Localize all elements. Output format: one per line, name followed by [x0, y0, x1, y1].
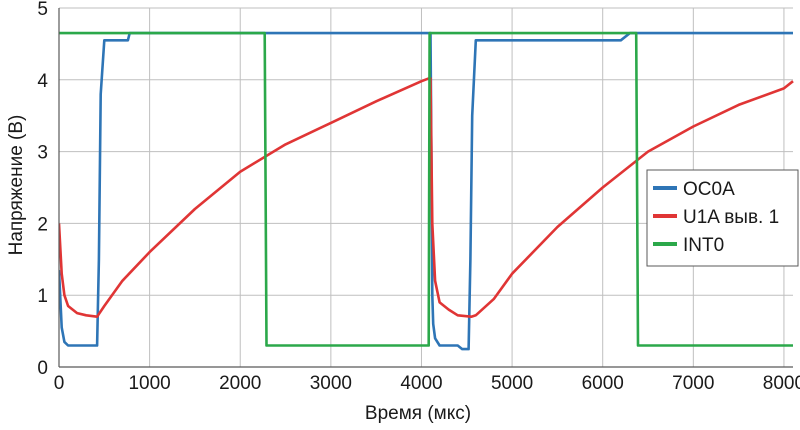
- legend-label: U1A выв. 1: [683, 207, 779, 228]
- y-axis-title: Напряжение (В): [6, 115, 27, 256]
- legend: OC0A U1A выв. 1 INT0: [646, 169, 799, 267]
- x-tick-label: 3000: [310, 373, 352, 394]
- y-tick-label: 4: [37, 71, 48, 92]
- legend-label: OC0A: [683, 179, 735, 200]
- legend-label: INT0: [683, 235, 724, 256]
- x-tick-label: 6000: [582, 373, 624, 394]
- x-tick-label: 4000: [400, 373, 442, 394]
- y-tick-label: 3: [37, 143, 48, 164]
- x-tick-label: 5000: [491, 373, 533, 394]
- y-tick-label: 2: [37, 214, 48, 235]
- series-layer: [59, 31, 794, 351]
- x-tick-label: 0: [54, 373, 65, 394]
- x-tick-label: 8000: [763, 373, 800, 394]
- x-tick-label: 7000: [672, 373, 714, 394]
- x-tick-label: 2000: [219, 373, 261, 394]
- series-line-int0: [59, 31, 793, 347]
- y-tick-label: 1: [37, 286, 48, 307]
- y-tick-label: 0: [37, 358, 48, 379]
- y-tick-label: 5: [37, 0, 48, 20]
- x-tick-label: 1000: [128, 373, 170, 394]
- ticks: 0 1000 2000 3000 4000 5000 6000 7000 8000 0 1 2 3 4 5: [37, 0, 800, 394]
- axes: [58, 8, 793, 368]
- x-axis-title: Время (мкс): [365, 403, 471, 424]
